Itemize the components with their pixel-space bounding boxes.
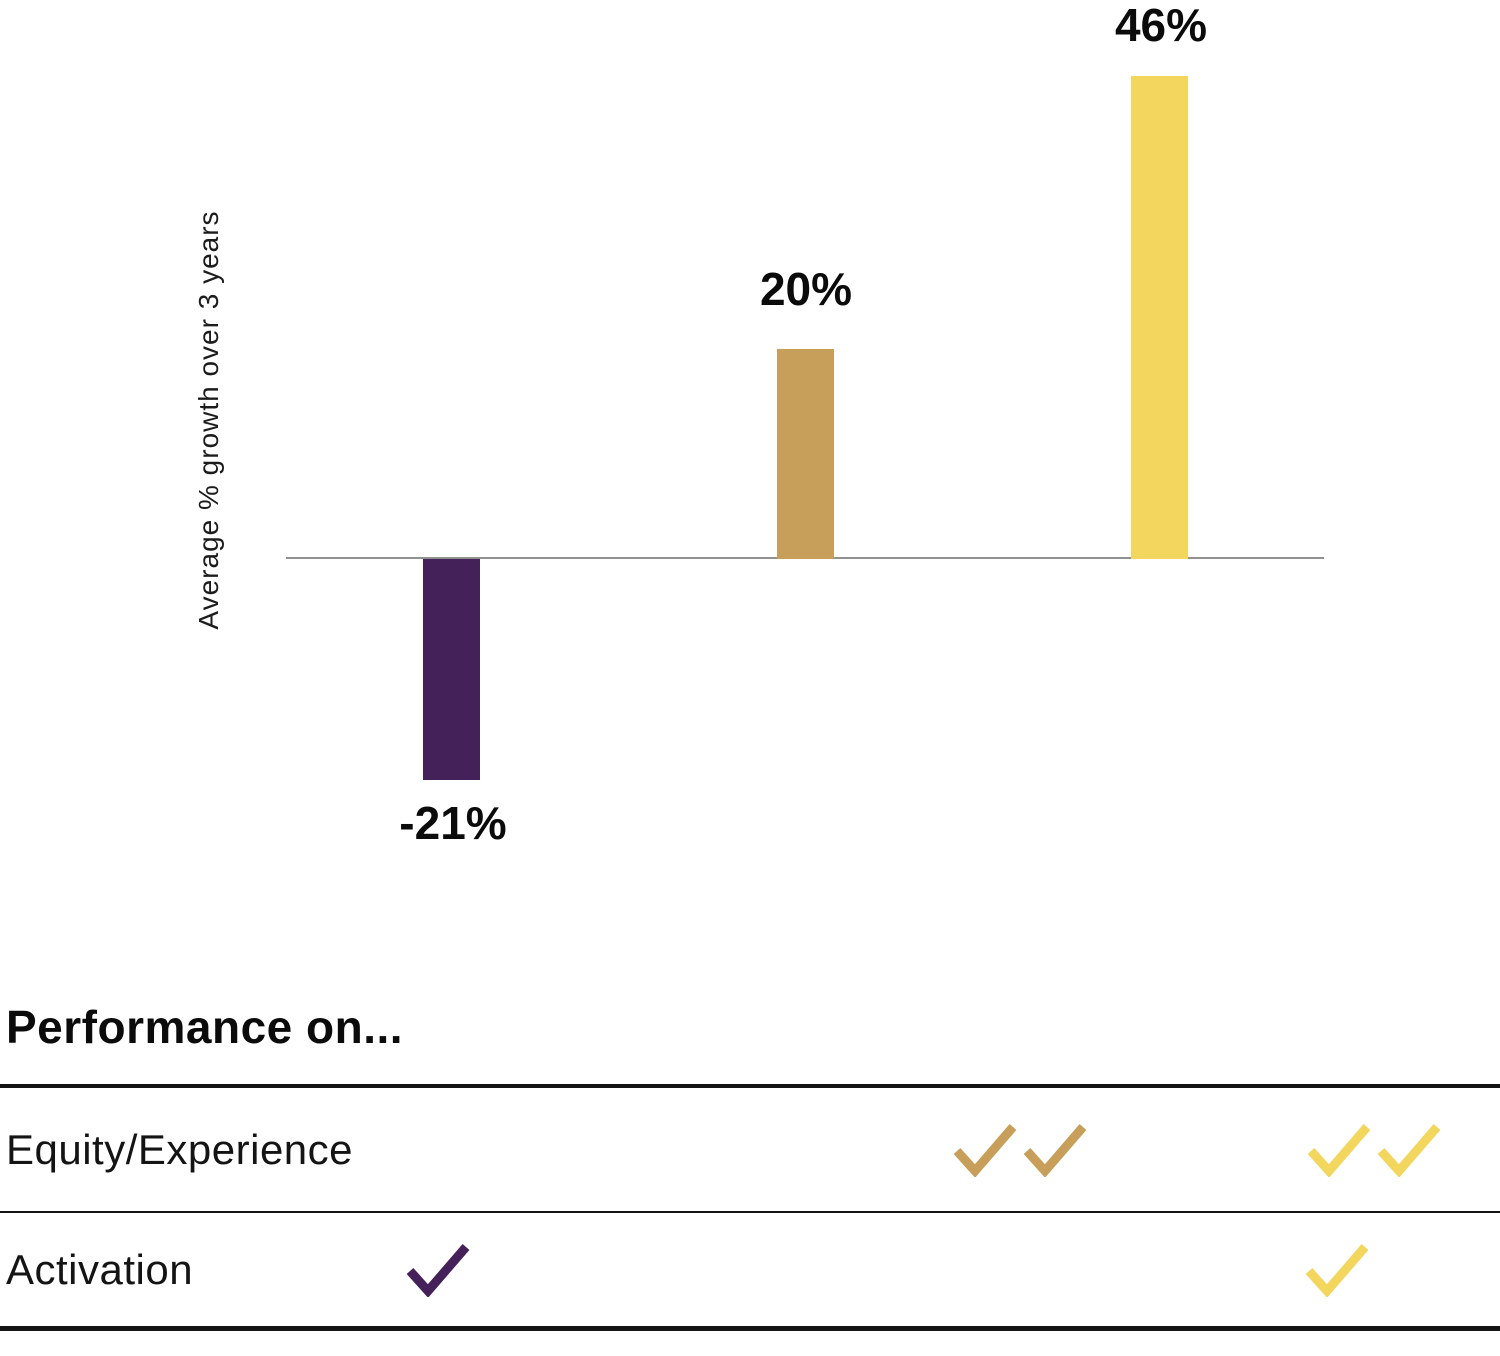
performance-heading: Performance on... [6,1001,404,1053]
check-icon [1377,1123,1441,1177]
bar-value-label: -21% [399,797,507,849]
divider-thick [0,1326,1500,1331]
yellow-check [1305,1243,1369,1297]
divider-thick [0,1084,1500,1088]
divider-thin [0,1211,1500,1213]
bar-value-label: 46% [1114,0,1208,51]
tan-bar [777,349,834,559]
check-icon [1307,1123,1371,1177]
check-icon [1305,1243,1369,1297]
check-icon [1023,1123,1087,1177]
check-icon [406,1243,470,1297]
row-label: Equity/Experience [6,1125,354,1173]
yellow-bar [1131,76,1188,559]
table-row-activation: Activation [0,1213,1500,1326]
y-axis-label: Average % growth over 3 years [193,210,224,630]
tan-double-check [953,1123,1087,1177]
row-label: Activation [6,1245,194,1293]
purple-bar [423,559,480,780]
growth-bar-chart: Average % growth over 3 years -21% 20% 4… [193,0,1324,849]
bar-value-label: 20% [759,263,853,315]
table-row-equity-experience: Equity/Experience [0,1088,1500,1211]
purple-check [406,1243,470,1297]
check-icon [953,1123,1017,1177]
yellow-double-check [1307,1123,1441,1177]
